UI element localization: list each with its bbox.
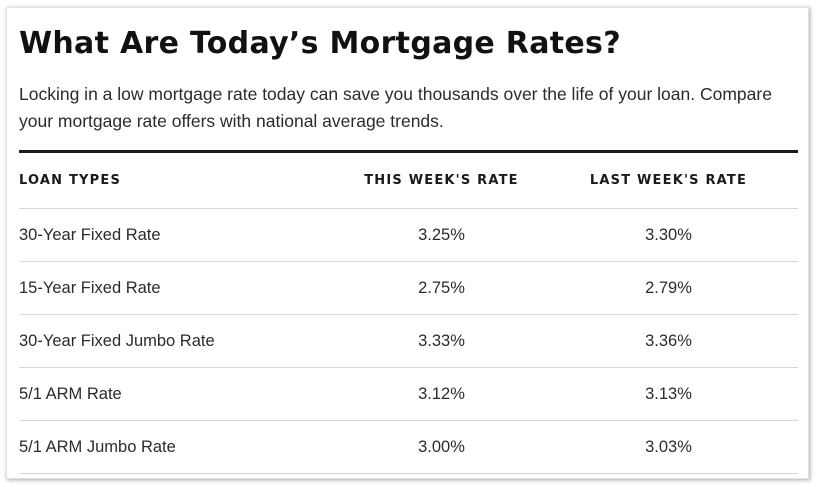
- last-week-rate-cell: 2.79%: [539, 261, 798, 315]
- header-last-week: LAST WEEK'S RATE: [539, 153, 798, 209]
- table-row: 15-Year Fixed Rate 2.75% 2.79%: [19, 261, 798, 315]
- table-header-row: LOAN TYPES THIS WEEK'S RATE LAST WEEK'S …: [19, 153, 798, 209]
- last-week-rate-cell: 3.03%: [539, 420, 798, 474]
- this-week-rate-cell: 3.00%: [344, 420, 539, 474]
- loan-type-cell: 5/1 ARM Jumbo Rate: [19, 420, 344, 474]
- table-row: 30-Year Fixed Rate 3.25% 3.30%: [19, 208, 798, 262]
- last-week-rate-cell: 3.13%: [539, 367, 798, 421]
- header-loan-types: LOAN TYPES: [19, 153, 344, 209]
- this-week-rate-cell: 2.75%: [344, 261, 539, 315]
- last-week-rate-cell: 3.30%: [539, 208, 798, 262]
- table-row: 5/1 ARM Jumbo Rate 3.00% 3.03%: [19, 420, 798, 474]
- this-week-rate-cell: 3.33%: [344, 314, 539, 368]
- table-row: 30-Year Fixed Jumbo Rate 3.33% 3.36%: [19, 314, 798, 368]
- loan-type-cell: 15-Year Fixed Rate: [19, 261, 344, 315]
- mortgage-rates-card: What Are Today’s Mortgage Rates? Locking…: [6, 7, 809, 479]
- page-description: Locking in a low mortgage rate today can…: [19, 84, 772, 131]
- page-title: What Are Today’s Mortgage Rates?: [19, 26, 621, 61]
- table-row: 5/1 ARM Rate 3.12% 3.13%: [19, 367, 798, 421]
- table-top-rule: [19, 150, 798, 153]
- loan-type-cell: 30-Year Fixed Jumbo Rate: [19, 314, 344, 368]
- header-this-week: THIS WEEK'S RATE: [344, 153, 539, 209]
- loan-type-cell: 30-Year Fixed Rate: [19, 208, 344, 262]
- this-week-rate-cell: 3.25%: [344, 208, 539, 262]
- rates-table: LOAN TYPES THIS WEEK'S RATE LAST WEEK'S …: [19, 153, 798, 474]
- last-week-rate-cell: 3.36%: [539, 314, 798, 368]
- this-week-rate-cell: 3.12%: [344, 367, 539, 421]
- loan-type-cell: 5/1 ARM Rate: [19, 367, 344, 421]
